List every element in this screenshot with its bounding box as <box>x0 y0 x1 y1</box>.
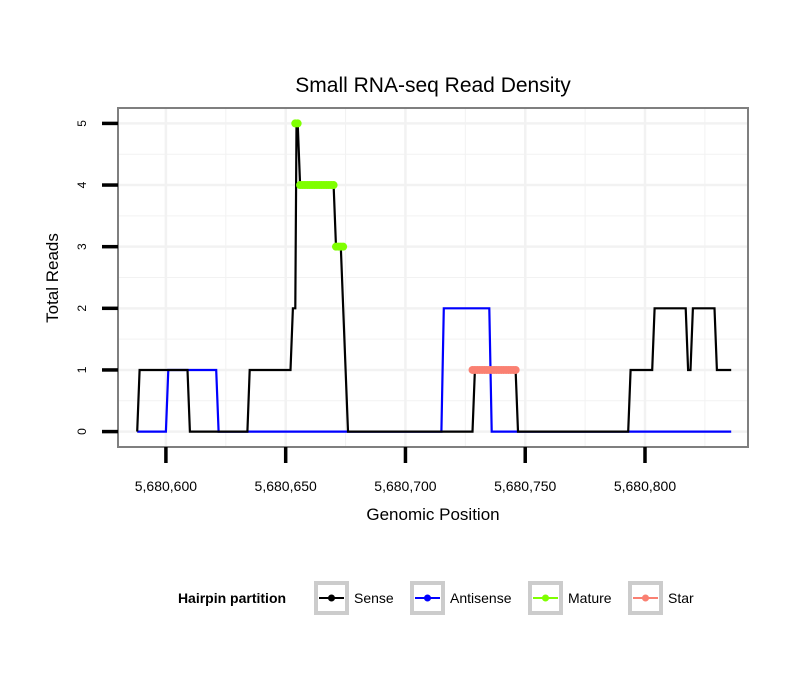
x-axis-label: Genomic Position <box>366 505 499 524</box>
plot-panel-border <box>117 107 749 448</box>
legend-point-antisense <box>424 594 431 602</box>
y-axis-label: Total Reads <box>43 233 62 323</box>
legend-point-star <box>642 594 649 602</box>
y-tick-label: 1 <box>75 366 89 373</box>
chart-title: Small RNA-seq Read Density <box>295 74 571 97</box>
x-tick-label: 5,680,600 <box>135 478 197 494</box>
series-layer <box>136 119 732 433</box>
legend-label-sense: Sense <box>354 590 394 606</box>
legend-point-mature <box>542 594 549 602</box>
y-tick-label: 4 <box>75 181 89 188</box>
y-tick-label: 5 <box>75 120 89 127</box>
legend-point-sense <box>328 594 335 602</box>
axes: 5,680,600 5,680,650 5,680,700 5,680,750 5,68… <box>75 120 676 494</box>
y-tick-label: 0 <box>75 428 89 435</box>
sense-series-line <box>136 122 732 433</box>
legend-label-star: Star <box>668 590 694 606</box>
star-point <box>511 365 520 374</box>
x-tick-label: 5,680,650 <box>255 478 317 494</box>
mature-point <box>293 119 302 128</box>
x-tick-label: 5,680,800 <box>614 478 676 494</box>
x-tick-label: 5,680,750 <box>494 478 556 494</box>
mature-point <box>329 181 338 190</box>
y-tick-label: 2 <box>75 305 89 312</box>
x-tick-label: 5,680,700 <box>374 478 436 494</box>
legend-label-antisense: Antisense <box>450 590 512 606</box>
legend-title: Hairpin partition <box>178 590 286 606</box>
mature-point <box>339 242 348 251</box>
grid <box>118 108 748 447</box>
legend-label-mature: Mature <box>568 590 612 606</box>
y-tick-label: 3 <box>75 243 89 250</box>
legend: Hairpin partition Sense Antisense Mature Sta… <box>178 581 694 615</box>
